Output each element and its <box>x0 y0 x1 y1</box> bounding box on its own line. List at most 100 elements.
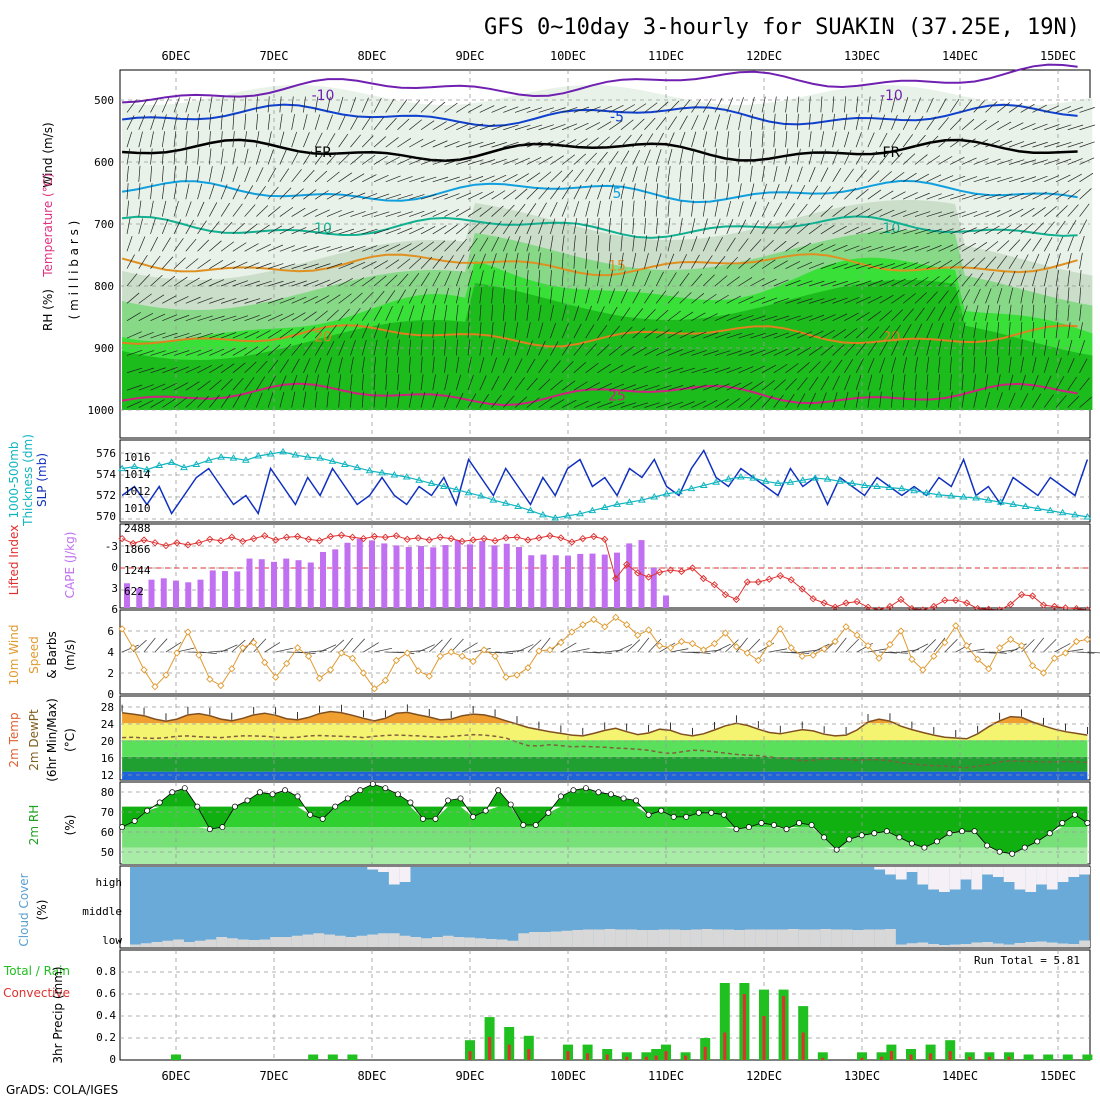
wind-barb <box>279 187 292 200</box>
wind-speed-marker <box>568 628 576 636</box>
wind-barb <box>150 114 156 130</box>
wind-barb <box>808 262 825 269</box>
rh-marker <box>445 797 451 804</box>
cape-bar <box>258 559 265 608</box>
wind-barb <box>161 200 167 217</box>
wind-barb <box>961 99 973 113</box>
wind-speed-marker <box>239 644 247 652</box>
panel-frame <box>119 949 1091 1061</box>
wind-barb <box>832 131 837 148</box>
wind-barb <box>714 165 717 182</box>
wind-barb <box>409 176 425 183</box>
wind-barb <box>385 306 393 321</box>
wind-barb <box>879 263 895 269</box>
wind-barb <box>938 244 954 252</box>
wind-barb <box>938 156 953 165</box>
wind-barb <box>514 287 517 304</box>
wind-barb <box>495 651 514 654</box>
wind-barb <box>138 367 155 374</box>
wind-barb <box>338 115 346 130</box>
cloud-low-bar <box>572 930 584 947</box>
wind-barb <box>914 292 927 304</box>
wind-barb <box>608 217 611 234</box>
wind-speed-marker <box>798 652 806 660</box>
thickness-marker <box>761 477 770 484</box>
lifted-index-marker <box>1039 601 1048 609</box>
wind-barb <box>479 357 485 373</box>
wind-barb <box>626 639 641 653</box>
cloud-low-bar <box>324 934 335 947</box>
wind-barb <box>350 261 366 269</box>
wind-barb <box>150 98 159 113</box>
wind-barb <box>162 382 177 391</box>
wind-barb <box>150 367 166 374</box>
wind-barb <box>244 298 260 304</box>
wind-barb <box>502 357 510 373</box>
wind-barb <box>702 98 712 113</box>
wind-barb <box>538 322 544 339</box>
wind-barb <box>655 271 664 287</box>
wind-barb <box>244 113 247 130</box>
wind-barb <box>197 297 213 304</box>
wind-barb <box>197 96 202 113</box>
rh-marker <box>658 807 665 814</box>
lifted-index-marker <box>272 536 280 544</box>
wind-barb <box>985 356 988 373</box>
wind-barb <box>209 394 220 408</box>
wind-barb <box>267 113 271 130</box>
wind-barb <box>820 167 829 182</box>
wind-barb <box>867 326 880 339</box>
wind-barb <box>820 149 826 165</box>
wind-barb <box>456 192 472 200</box>
wind-speed-marker <box>853 631 861 639</box>
wind-barb <box>256 392 263 408</box>
wind-barb <box>256 360 268 374</box>
cape-bar <box>491 545 498 608</box>
wind-barb <box>338 172 353 183</box>
wind-speed-label: Speed <box>27 636 41 674</box>
wind-barb <box>608 364 624 374</box>
cloud-low-bar <box>1068 944 1080 947</box>
wind-barb <box>691 273 703 287</box>
wind-barb <box>220 166 226 182</box>
wind-barb <box>1008 304 1012 321</box>
wind-barb <box>797 223 810 235</box>
date-label-bottom: 8DEC <box>358 1069 387 1083</box>
wind-barb <box>479 253 486 269</box>
wind-barb <box>291 188 304 200</box>
cape-bar <box>393 545 400 608</box>
thickness-marker <box>811 474 820 481</box>
rh-band-fill <box>122 784 1088 854</box>
wind-barb <box>126 349 143 356</box>
wind-barb <box>679 401 695 408</box>
wind-barb <box>385 322 391 339</box>
lifted-index-marker <box>239 537 247 546</box>
wind-barb <box>867 209 883 217</box>
wind-barb <box>479 206 493 217</box>
wind-barb <box>785 131 788 148</box>
wind-barb <box>1008 193 1025 200</box>
cloud-low-bar <box>874 929 886 947</box>
lifted-index-marker <box>337 531 346 539</box>
cloud-low-bar <box>949 944 961 947</box>
rh-marker <box>507 801 514 808</box>
wind-barb <box>209 202 218 217</box>
wind-barb <box>996 322 1000 339</box>
wind-barb <box>656 385 672 391</box>
date-label-bottom: 10DEC <box>550 1069 586 1083</box>
wind-barb <box>726 332 743 339</box>
precip-convective-bar <box>527 1049 531 1060</box>
wind-barb <box>620 166 627 182</box>
isotherm-line <box>122 215 1078 239</box>
wind-barb <box>926 97 934 113</box>
wind-barb <box>879 246 896 252</box>
wind-barb <box>914 211 931 217</box>
li-tick: 6 <box>111 603 118 616</box>
wind-barb <box>268 297 284 304</box>
cloud-high-bar <box>906 867 918 872</box>
wind-barb <box>479 175 495 183</box>
wind-barb <box>679 218 683 234</box>
thickness-marker <box>786 478 795 485</box>
wind-barb <box>138 200 142 217</box>
wind-barb <box>632 346 647 356</box>
